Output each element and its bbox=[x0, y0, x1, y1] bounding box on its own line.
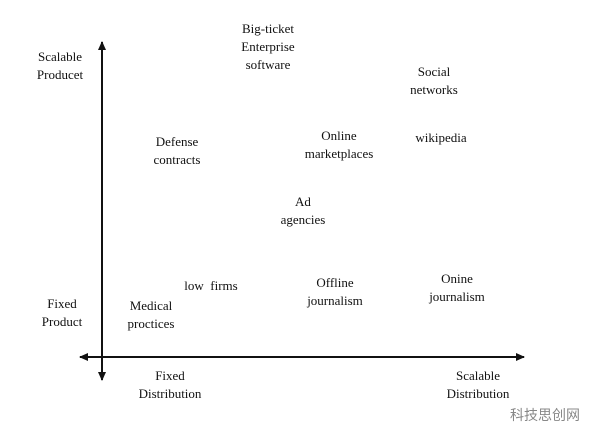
axis-label: Fixed Distribution bbox=[139, 368, 202, 401]
axis-label-line: Scalable bbox=[38, 49, 82, 64]
axis-label-line: Distribution bbox=[139, 386, 202, 401]
item-label-line: journalism bbox=[428, 289, 485, 304]
item-label: Offline journalism bbox=[306, 275, 363, 308]
item-label: low firms bbox=[184, 278, 237, 293]
item-label-line: networks bbox=[410, 82, 458, 97]
item-label-line: Medical bbox=[130, 298, 173, 313]
axis-label-line: Producet bbox=[37, 67, 84, 82]
item-label: Ad agencies bbox=[281, 194, 326, 227]
item-label-line: software bbox=[246, 57, 291, 72]
item-label: Onine journalism bbox=[428, 271, 485, 304]
item-label-line: Ad bbox=[295, 194, 311, 209]
axis-label-line: Scalable bbox=[456, 368, 500, 383]
axis-label: Scalable Producet bbox=[37, 49, 84, 82]
item-label: Online marketplaces bbox=[305, 128, 374, 161]
item-label: wikipedia bbox=[415, 130, 466, 145]
axis-label-line: Product bbox=[42, 314, 83, 329]
item-label-line: Onine bbox=[441, 271, 473, 286]
item-label-line: wikipedia bbox=[415, 130, 466, 145]
axis-label: Fixed Product bbox=[42, 296, 83, 329]
item-label: Big-ticket Enterprise software bbox=[241, 21, 295, 72]
item-label-line: proctices bbox=[128, 316, 175, 331]
item-label-line: Online bbox=[321, 128, 357, 143]
item-label-line: journalism bbox=[306, 293, 363, 308]
item-label: Social networks bbox=[410, 64, 458, 97]
item-label-line: Offline bbox=[316, 275, 354, 290]
item-label-line: Enterprise bbox=[241, 39, 295, 54]
item-label-line: Social bbox=[418, 64, 451, 79]
axis-label-line: Fixed bbox=[155, 368, 185, 383]
labels: Scalable Producet Fixed Product Fixed Distrib… bbox=[37, 21, 510, 401]
item-label-line: agencies bbox=[281, 212, 326, 227]
item-label-line: marketplaces bbox=[305, 146, 374, 161]
axis-label-line: Fixed bbox=[47, 296, 77, 311]
axis-label: Scalable Distribution bbox=[447, 368, 510, 401]
item-label-line: low firms bbox=[184, 278, 237, 293]
axis-label-line: Distribution bbox=[447, 386, 510, 401]
item-label-line: Defense bbox=[156, 134, 199, 149]
item-label: Defense contracts bbox=[154, 134, 201, 167]
item-label: Medical proctices bbox=[128, 298, 175, 331]
item-label-line: contracts bbox=[154, 152, 201, 167]
item-label-line: Big-ticket bbox=[242, 21, 294, 36]
watermark: 科技思创网 bbox=[510, 408, 580, 424]
